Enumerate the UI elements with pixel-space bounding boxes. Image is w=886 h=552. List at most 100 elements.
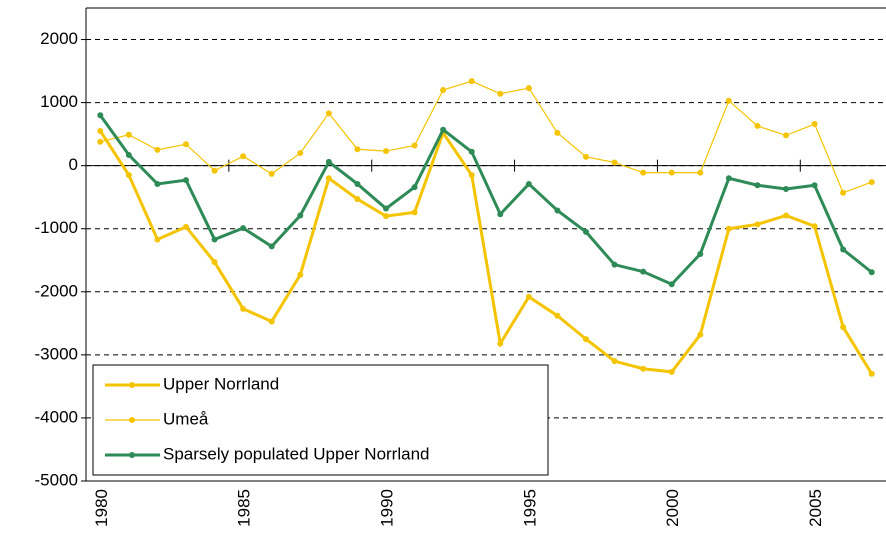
point <box>868 269 875 276</box>
point <box>640 365 647 372</box>
point <box>383 148 389 155</box>
legend-marker <box>129 382 135 388</box>
y-tick-label: -3000 <box>35 344 78 363</box>
y-tick-label: 2000 <box>40 29 78 48</box>
point <box>840 324 847 331</box>
point <box>240 153 247 160</box>
point <box>325 158 332 165</box>
point <box>211 167 218 174</box>
point <box>783 132 789 139</box>
point <box>297 212 304 219</box>
point <box>640 268 647 275</box>
point <box>97 138 104 145</box>
series-line <box>100 80 872 194</box>
point <box>525 85 532 92</box>
x-tick-label: 1995 <box>520 489 539 527</box>
point <box>325 110 332 117</box>
point <box>211 236 218 243</box>
point <box>754 122 761 129</box>
point <box>183 141 189 148</box>
point <box>811 223 818 230</box>
point <box>783 186 789 193</box>
series-line <box>99 129 873 375</box>
point <box>783 212 789 219</box>
point <box>668 169 675 176</box>
point <box>811 121 818 128</box>
point <box>754 182 761 189</box>
point <box>183 223 189 230</box>
point <box>383 213 389 220</box>
legend-label: Umeå <box>163 409 209 428</box>
y-tick-label: -4000 <box>35 407 78 426</box>
point <box>583 153 589 160</box>
y-tick-label: 1000 <box>40 92 78 111</box>
point <box>754 221 761 228</box>
point <box>583 336 589 343</box>
point <box>840 189 847 196</box>
point <box>468 78 475 85</box>
point <box>640 169 647 176</box>
point <box>497 90 504 97</box>
point <box>840 246 847 253</box>
y-tick-label: 0 <box>69 155 78 174</box>
point <box>183 177 189 184</box>
point <box>240 225 247 232</box>
point <box>725 175 732 182</box>
point <box>554 207 561 214</box>
point <box>611 159 618 166</box>
point <box>554 129 561 136</box>
point <box>125 131 132 138</box>
point <box>325 175 332 182</box>
point <box>697 169 704 176</box>
point <box>440 86 447 93</box>
point <box>268 318 275 325</box>
y-tick-label: -5000 <box>35 470 78 489</box>
point <box>668 368 675 375</box>
point <box>268 170 275 177</box>
legend-marker <box>129 417 135 423</box>
legend-box <box>92 364 549 476</box>
y-tick-label: -1000 <box>35 218 78 237</box>
point <box>268 243 275 250</box>
point <box>525 293 532 300</box>
point <box>240 305 247 312</box>
x-tick-label: 2005 <box>806 489 825 527</box>
point <box>611 358 618 365</box>
point <box>497 340 504 347</box>
point <box>497 211 504 218</box>
point <box>354 196 361 203</box>
point <box>611 261 618 268</box>
point <box>868 370 875 377</box>
point <box>725 225 732 232</box>
point <box>440 126 447 133</box>
point <box>411 142 418 149</box>
point <box>411 209 418 216</box>
point <box>97 127 104 134</box>
point <box>354 146 361 153</box>
point <box>125 151 132 158</box>
point <box>697 250 704 257</box>
x-tick-label: 2000 <box>663 489 682 527</box>
x-tick-label: 1985 <box>235 489 254 527</box>
point <box>554 312 561 319</box>
point <box>154 146 161 153</box>
legend-label: Sparsely populated Upper Norrland <box>163 444 430 463</box>
point <box>468 148 475 155</box>
point <box>297 271 304 278</box>
x-tick-label: 1990 <box>377 489 396 527</box>
point <box>383 205 389 212</box>
point <box>697 331 704 338</box>
point <box>868 179 875 186</box>
point <box>211 259 218 266</box>
point <box>583 228 589 235</box>
point <box>468 172 475 179</box>
point <box>297 150 304 157</box>
y-tick-label: -2000 <box>35 281 78 300</box>
x-tick-label: 1980 <box>92 489 111 527</box>
point <box>811 182 818 189</box>
point <box>411 184 418 191</box>
point <box>154 180 161 187</box>
point <box>525 180 532 187</box>
point <box>725 97 732 104</box>
